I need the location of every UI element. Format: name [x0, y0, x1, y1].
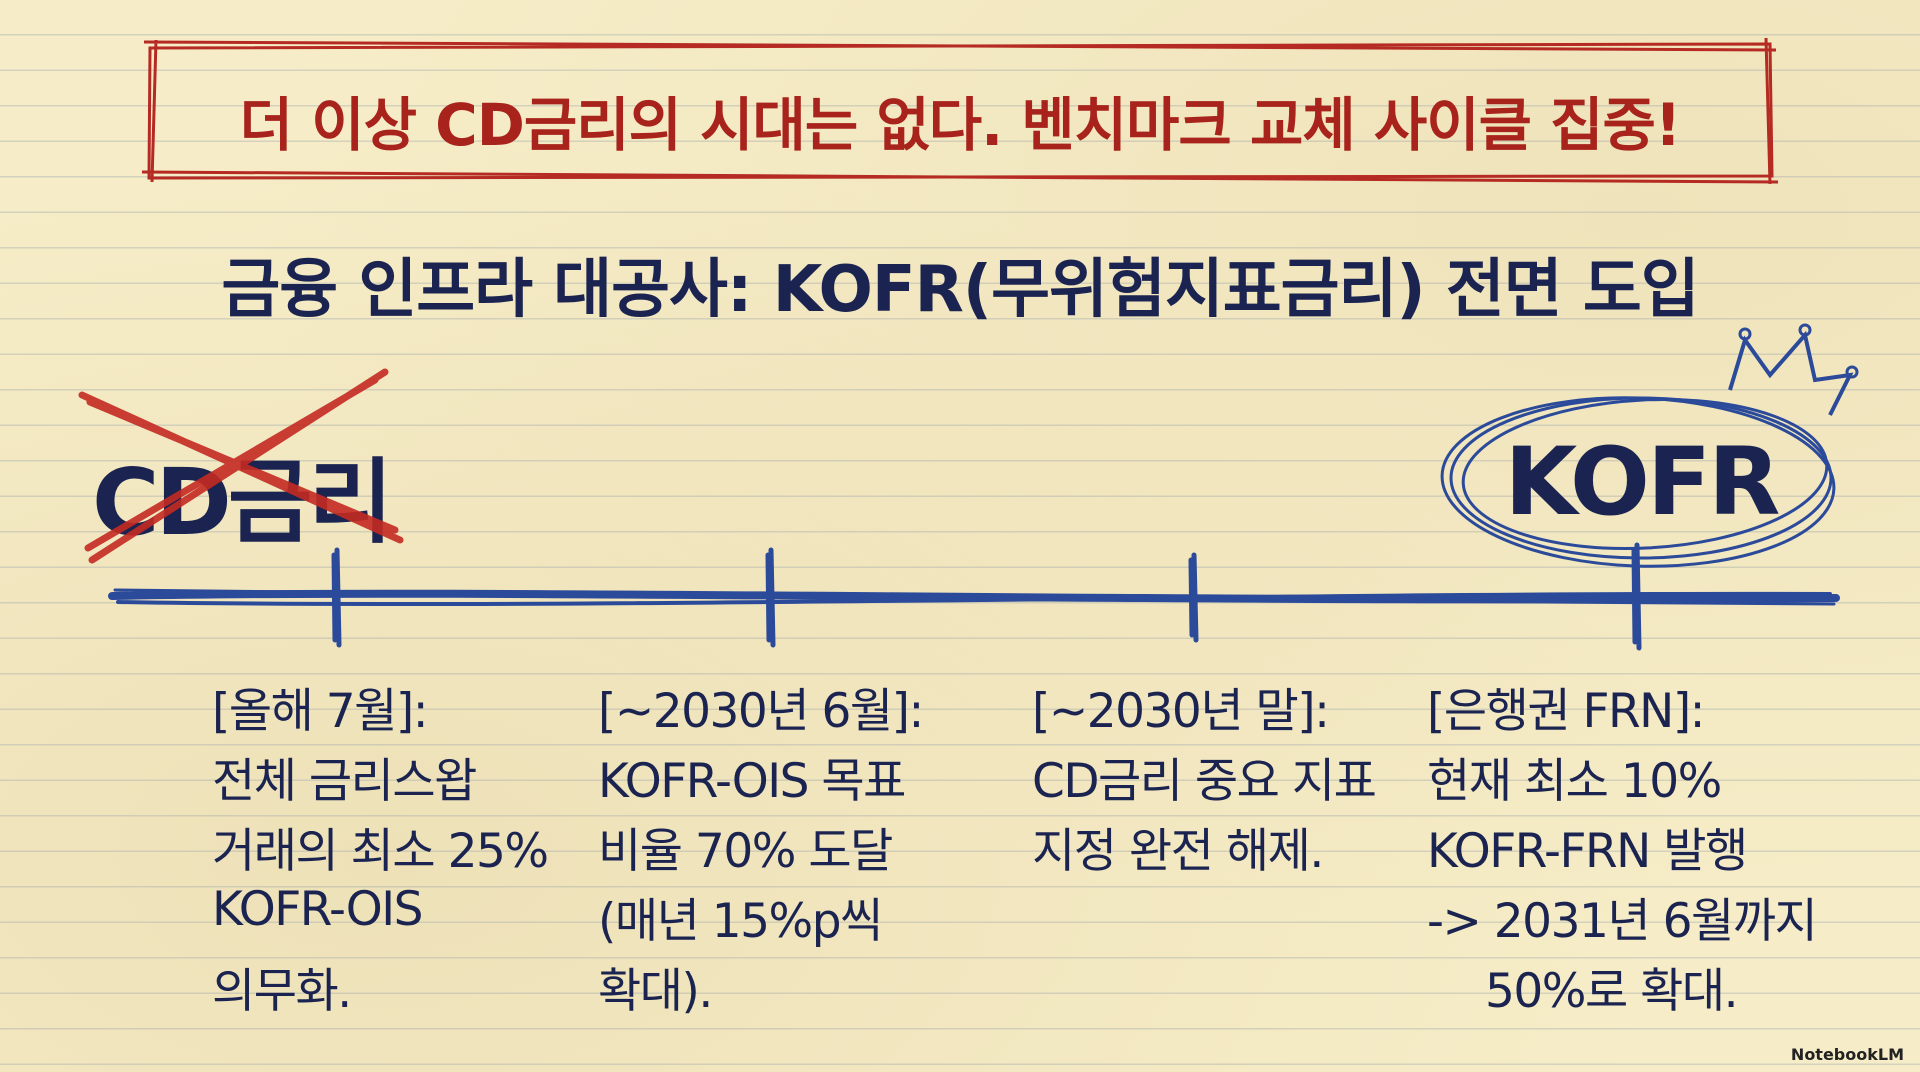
milestone-line: 거래의 최소 25% — [212, 824, 549, 879]
kofr-circle — [1440, 323, 1859, 568]
milestone-line: KOFR-FRN 발행 — [1427, 824, 1748, 879]
milestone-line: KOFR-OIS — [212, 882, 424, 937]
milestone-line: [~2030년 6월]: — [598, 684, 924, 739]
new-label: KOFR — [1504, 428, 1780, 537]
milestone-line: [~2030년 말]: — [1032, 684, 1330, 739]
milestone-line: 지정 완전 해제. — [1032, 824, 1324, 879]
banner: 더 이상 CD금리의 시대는 없다. 벤치마크 교체 사이클 집중! — [239, 91, 1682, 159]
watermark: NotebookLM — [1790, 1045, 1904, 1064]
milestone-line: 의무화. — [212, 964, 352, 1019]
milestone-line: -> 2031년 6월까지 — [1427, 894, 1818, 949]
milestone-line: CD금리 중요 지표 — [1032, 754, 1377, 809]
milestone-line: KOFR-OIS 목표 — [598, 754, 906, 809]
banner-frame — [141, 37, 1779, 185]
title: 금융 인프라 대공사: KOFR(무위험지표금리) 전면 도입 — [221, 253, 1699, 327]
milestone-line: [올해 7월]: — [212, 684, 429, 739]
milestone-line: 비율 70% 도달 — [598, 824, 893, 879]
milestone-line: 확대). — [598, 964, 713, 1019]
milestone-line: 현재 최소 10% — [1427, 754, 1722, 809]
milestone-line: [은행권 FRN]: — [1427, 684, 1706, 739]
milestone-line: (매년 15%p씩 — [598, 894, 883, 949]
milestone-line: 50%로 확대. — [1485, 964, 1739, 1019]
milestone-line: 전체 금리스왑 — [212, 754, 477, 809]
